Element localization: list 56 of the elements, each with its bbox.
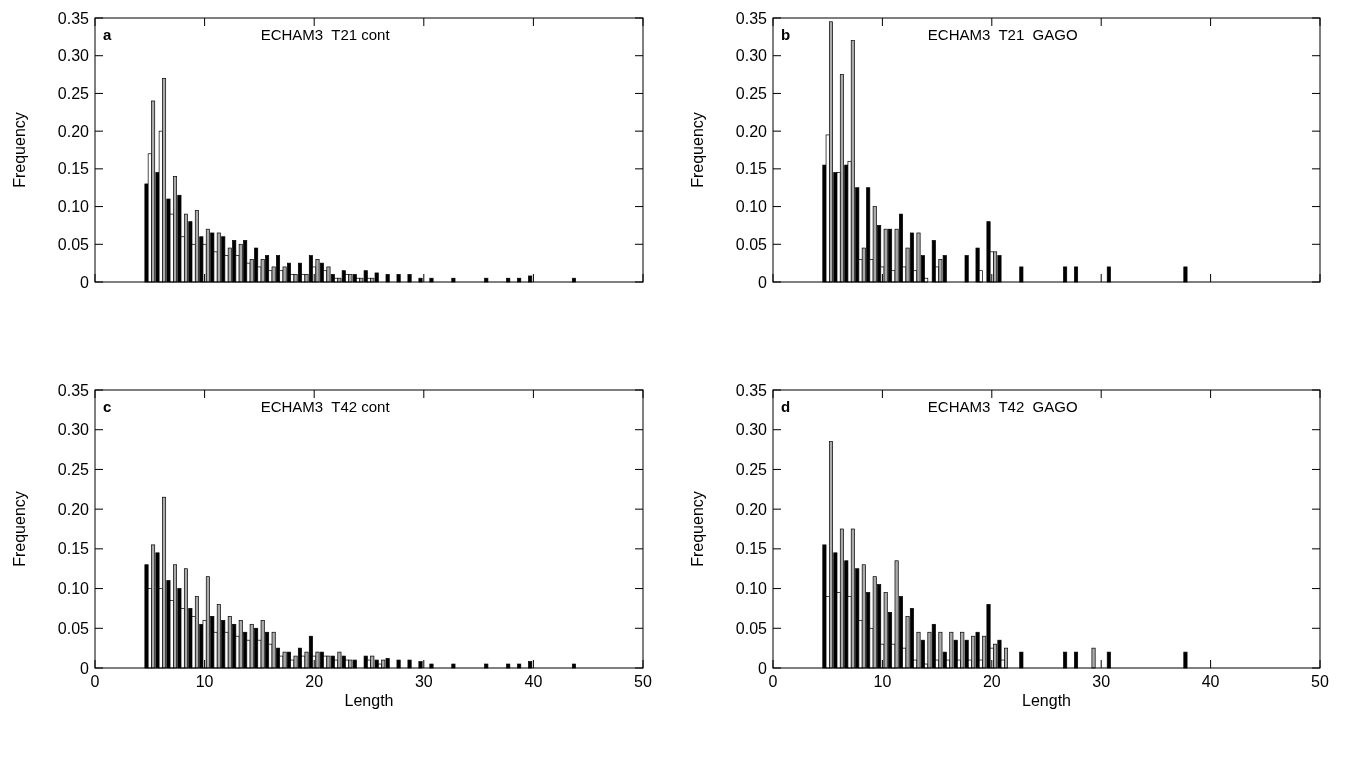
y-tick-label: 0.15	[57, 160, 90, 178]
x-tick-label: 40	[524, 673, 543, 690]
annotation: d	[781, 398, 791, 415]
y-tick-label: 0.35	[735, 9, 768, 27]
y-tick-label: 0.15	[735, 540, 768, 558]
y-tick-label: 0.25	[57, 461, 90, 479]
y-tick-label: 0.05	[735, 619, 768, 637]
x-tick-label: 30	[414, 673, 433, 690]
annotation: b	[781, 26, 791, 43]
y-axis-title: Frequency	[11, 112, 28, 188]
y-tick-label: 0	[80, 659, 90, 677]
x-tick-label: 20	[982, 673, 1001, 690]
annotation: c	[103, 398, 112, 415]
x-tick-label: 30	[1092, 673, 1111, 690]
x-tick-label: 50	[634, 673, 652, 690]
x-tick-label: 50	[1311, 673, 1329, 690]
y-tick-label: 0.25	[735, 461, 768, 479]
text: ECHAM3 T21 GAGO	[927, 26, 1078, 43]
y-axis-title: Frequency	[689, 491, 706, 567]
x-tick-label: 40	[1201, 673, 1220, 690]
y-tick-label: 0.35	[57, 381, 90, 399]
y-tick-label: 0.20	[735, 500, 768, 518]
y-tick-label: 0.20	[57, 500, 90, 518]
y-tick-label: 0.20	[735, 122, 768, 140]
y-tick-label: 0.20	[57, 122, 90, 140]
y-tick-label: 0.05	[57, 235, 90, 253]
y-tick-label: 0.25	[735, 85, 768, 103]
y-tick-label: 0.35	[735, 381, 768, 399]
x-axis-title: Length	[344, 692, 394, 709]
y-tick-label: 0.05	[57, 619, 90, 637]
y-tick-label: 0.15	[57, 540, 90, 558]
y-tick-label: 0.05	[735, 235, 768, 253]
y-tick-label: 0.30	[57, 421, 90, 439]
annotation: a	[103, 26, 112, 43]
text: ECHAM3 T21 cont	[260, 26, 391, 43]
y-tick-label: 0	[80, 273, 90, 291]
y-tick-label: 0.25	[57, 85, 90, 103]
text: ECHAM3 T42 GAGO	[927, 398, 1078, 415]
x-tick-label: 10	[195, 673, 214, 690]
x-axis-title: Length	[1022, 692, 1071, 709]
y-tick-label: 0.35	[57, 9, 90, 27]
y-tick-label: 0.15	[735, 160, 768, 178]
y-tick-label: 0.10	[57, 198, 90, 216]
x-tick-label: 10	[873, 673, 892, 690]
x-tick-label: 20	[305, 673, 324, 690]
y-axis-title: Frequency	[689, 112, 706, 188]
y-tick-label: 0	[758, 659, 768, 677]
y-tick-label: 0.30	[735, 47, 768, 65]
y-tick-label: 0.10	[735, 580, 768, 598]
y-tick-label: 0	[758, 273, 768, 291]
y-tick-label: 0.30	[57, 47, 90, 65]
y-axis-title: Frequency	[11, 491, 28, 567]
y-tick-label: 0.10	[57, 580, 90, 598]
y-tick-label: 0.30	[735, 421, 768, 439]
y-tick-label: 0.10	[735, 198, 768, 216]
text: ECHAM3 T42 cont	[260, 398, 391, 415]
